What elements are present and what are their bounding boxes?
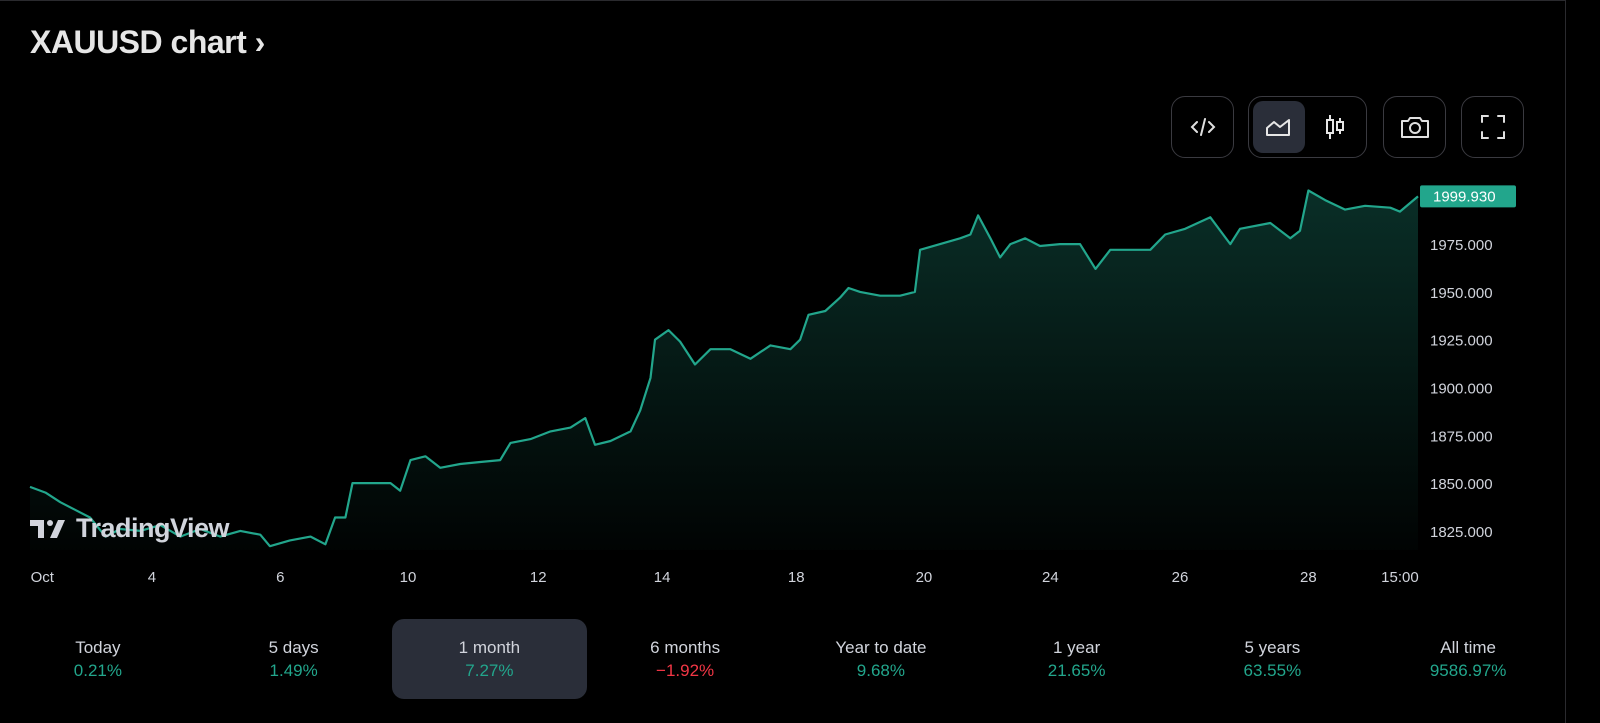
- x-tick-label: 15:00: [1381, 569, 1419, 586]
- period-year-to-date[interactable]: Year to date 9.68%: [783, 619, 979, 699]
- y-tick-label: 1975.000: [1430, 237, 1493, 254]
- embed-button[interactable]: [1171, 96, 1234, 158]
- period-6-months[interactable]: 6 months −1.92%: [587, 619, 783, 699]
- period-label: All time: [1440, 637, 1496, 657]
- fullscreen-button[interactable]: [1461, 96, 1524, 158]
- fullscreen-icon: [1480, 115, 1505, 139]
- x-tick-label: 20: [916, 569, 933, 586]
- period-label: Year to date: [835, 637, 927, 657]
- period-all-time[interactable]: All time 9586.97%: [1370, 619, 1566, 699]
- x-tick-label: 10: [400, 569, 417, 586]
- y-tick-label: 1825.000: [1430, 524, 1493, 541]
- camera-icon: [1400, 117, 1429, 138]
- period-label: Today: [75, 637, 121, 657]
- period-change: 9.68%: [856, 660, 905, 680]
- x-tick-label: 4: [148, 569, 156, 586]
- candlestick-button[interactable]: [1309, 101, 1361, 153]
- chart-title-link[interactable]: XAUUSD chart ›: [30, 24, 265, 60]
- period-label: 1 month: [458, 637, 521, 657]
- x-tick-label: 6: [276, 569, 284, 586]
- x-tick-label: Oct: [31, 569, 55, 586]
- x-tick-label: 14: [654, 569, 671, 586]
- period-label: 6 months: [650, 637, 721, 657]
- x-tick-label: 26: [1172, 569, 1189, 586]
- price-chart[interactable]: 1975.000 1950.000 1925.000 1900.000 1875.000…: [0, 0, 1566, 600]
- x-tick-label: 12: [530, 569, 547, 586]
- y-tick-label: 1925.000: [1430, 333, 1493, 350]
- period-change: 7.27%: [465, 660, 514, 680]
- period-change: 21.65%: [1047, 660, 1106, 680]
- x-tick-label: 24: [1042, 569, 1059, 586]
- period-change: −1.92%: [656, 660, 715, 680]
- last-price-label: 1999.930: [1420, 185, 1516, 208]
- y-tick-label: 1950.000: [1430, 285, 1493, 302]
- y-tick-label: 1900.000: [1430, 380, 1493, 397]
- svg-text:1999.930: 1999.930: [1433, 188, 1496, 205]
- code-icon: [1190, 118, 1215, 136]
- period-1-year[interactable]: 1 year 21.65%: [979, 619, 1175, 699]
- period-today[interactable]: Today 0.21%: [0, 619, 196, 699]
- period-label: 5 days: [268, 637, 319, 657]
- period-label: 5 years: [1244, 637, 1301, 657]
- y-tick-label: 1850.000: [1430, 476, 1493, 493]
- period-label: 1 year: [1053, 637, 1101, 657]
- price-area-fill: [30, 190, 1418, 550]
- x-tick-label: 18: [788, 569, 805, 586]
- x-tick-label: 28: [1300, 569, 1317, 586]
- tradingview-logo-icon: [30, 519, 65, 538]
- period-change: 9586.97%: [1429, 660, 1507, 680]
- period-change: 1.49%: [269, 660, 318, 680]
- period-5-years[interactable]: 5 years 63.55%: [1175, 619, 1371, 699]
- period-1-month[interactable]: 1 month 7.27%: [391, 619, 588, 699]
- y-tick-label: 1875.000: [1430, 428, 1493, 445]
- period-change: 0.21%: [73, 660, 122, 680]
- candlestick-icon: [1326, 115, 1344, 139]
- area-chart-button[interactable]: [1253, 101, 1305, 153]
- price-line: [29, 189, 1419, 548]
- period-selector: Today 0.21% 5 days 1.49% 1 month 7.27% 6 month…: [0, 619, 1566, 699]
- period-change: 63.55%: [1243, 660, 1302, 680]
- area-chart-icon: [1266, 119, 1290, 136]
- snapshot-button[interactable]: [1383, 96, 1446, 158]
- right-divider: [1565, 0, 1566, 723]
- top-divider: [0, 0, 1566, 1]
- period-5-days[interactable]: 5 days 1.49%: [196, 619, 392, 699]
- chart-type-toggle: [1248, 96, 1367, 158]
- tradingview-watermark: TradingView: [30, 513, 230, 544]
